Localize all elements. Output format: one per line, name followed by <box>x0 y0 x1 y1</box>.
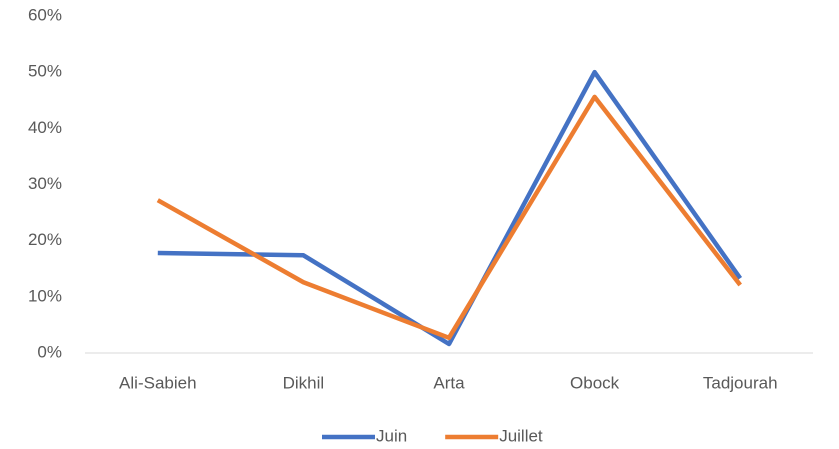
y-tick-label: 50% <box>28 62 62 81</box>
y-tick-label: 30% <box>28 174 62 193</box>
legend-label: Juillet <box>499 426 543 445</box>
x-tick-label: Obock <box>570 373 620 392</box>
y-tick-label: 40% <box>28 118 62 137</box>
y-tick-label: 0% <box>37 342 62 361</box>
series-line <box>157 69 743 347</box>
x-tick-label: Ali-Sabieh <box>119 373 197 392</box>
y-tick-label: 60% <box>28 5 62 24</box>
x-tick-label: Tadjourah <box>703 373 778 392</box>
x-tick-label: Dikhil <box>283 373 325 392</box>
x-tick-label: Arta <box>433 373 465 392</box>
legend-label: Juin <box>376 426 407 445</box>
series-line <box>156 94 742 341</box>
y-tick-label: 20% <box>28 230 62 249</box>
y-tick-label: 10% <box>28 286 62 305</box>
